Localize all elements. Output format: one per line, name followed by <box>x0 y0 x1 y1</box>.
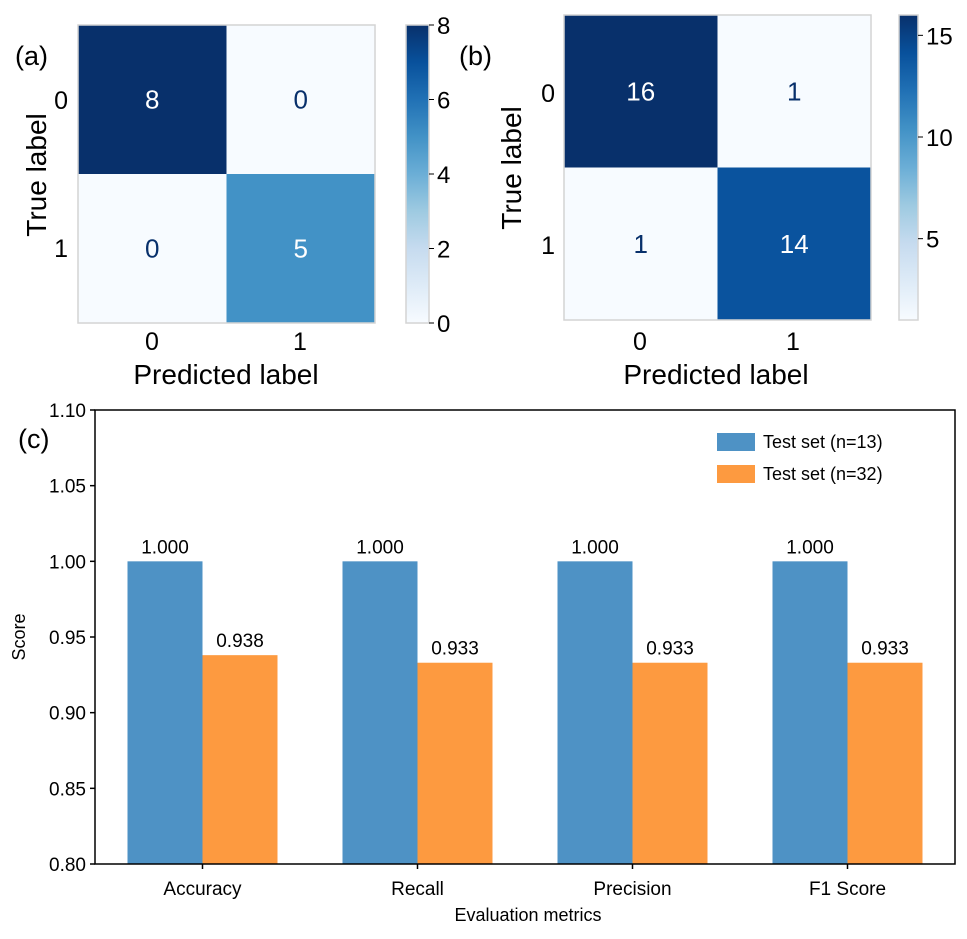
ylabel-c: Score <box>9 613 29 660</box>
cm-cell <box>226 174 375 323</box>
bar-data-label: 0.933 <box>431 639 479 660</box>
ytick-label: 0.90 <box>49 704 86 725</box>
colorbar-tick-label: 10 <box>926 125 953 152</box>
legend-label-n13: Test set (n=13) <box>763 432 883 452</box>
panel-label-c: (c) <box>18 424 49 454</box>
cm-b-cells: 16 1 1 14 <box>564 15 871 320</box>
xlabel-c: Evaluation metrics <box>454 905 601 925</box>
cm-cell-value: 1 <box>634 229 648 259</box>
panel-label-a: (a) <box>15 41 48 71</box>
xtick-b-0: 0 <box>633 328 647 356</box>
ytick-label: 0.85 <box>49 779 86 800</box>
bar-data-label: 1.000 <box>571 537 619 558</box>
cm-cell <box>564 15 718 168</box>
colorbar-tick-label: 4 <box>437 162 450 189</box>
bar-yaxis-ticks: 0.80 0.85 0.90 0.95 1.00 1.05 1.10 <box>49 401 95 876</box>
colorbar-tick-label: 15 <box>926 23 953 50</box>
legend-label-n32: Test set (n=32) <box>763 464 883 484</box>
colorbar-b <box>898 14 919 321</box>
xtick-a-0: 0 <box>145 328 159 356</box>
cm-a-cells: 8 0 0 5 <box>78 25 375 323</box>
bar <box>632 662 708 864</box>
colorbar-tick-label: 8 <box>437 13 450 40</box>
bar-data-label: 0.933 <box>861 639 909 660</box>
bar-xaxis-ticks: Accuracy Recall Precision F1 Score <box>163 864 886 900</box>
bar <box>127 561 203 864</box>
xtick-b-1: 1 <box>786 328 800 356</box>
cm-cell-value: 8 <box>145 85 159 115</box>
cm-cell <box>78 174 227 323</box>
xlabel-b: Predicted label <box>623 359 808 390</box>
bar <box>417 662 493 864</box>
cm-cell <box>717 167 871 320</box>
bar-data-label: 1.000 <box>356 537 404 558</box>
cm-cell-value: 1 <box>787 76 801 106</box>
ytick-label: 1.10 <box>49 401 86 422</box>
bar <box>202 655 278 864</box>
bar-axes-frame <box>94 409 956 865</box>
bars: 1.000 0.938 1.000 0.933 1.000 0.933 1.000 0.933 <box>127 537 923 864</box>
colorbar-tick-label: 6 <box>437 88 450 115</box>
cm-b-frame <box>563 14 872 321</box>
cm-cell-value: 16 <box>626 76 655 106</box>
cm-cell-value: 0 <box>145 234 159 264</box>
ytick-a-1: 1 <box>54 235 68 263</box>
cm-cell <box>78 25 227 174</box>
cm-cell <box>564 167 718 320</box>
ylabel-b: True label <box>496 106 527 229</box>
colorbar-tick-label: 0 <box>437 311 450 338</box>
bar-data-label: 0.938 <box>216 631 264 652</box>
ytick-label: 0.95 <box>49 628 86 649</box>
bar <box>847 662 923 864</box>
bar <box>557 561 633 864</box>
ytick-label: 0.80 <box>49 855 86 876</box>
colorbar-tick-label: 2 <box>437 237 450 264</box>
xlabel-a: Predicted label <box>133 359 318 390</box>
colorbar-tick-label: 5 <box>926 227 939 254</box>
bar-data-label: 0.933 <box>646 639 694 660</box>
colorbar-b-ticks: 5 10 15 <box>918 23 953 254</box>
xtick-label: Accuracy <box>163 879 242 900</box>
cm-a-frame <box>77 24 376 324</box>
confusion-matrix-b: (b) True label Predicted label 16 11 14 0 … <box>459 14 953 390</box>
cm-cell-value: 5 <box>294 234 308 264</box>
bar-chart-c: (c) Score Evaluation metrics 0.80 0.85 0.9… <box>9 401 956 925</box>
bar-data-label: 1.000 <box>141 537 189 558</box>
cm-cell-value: 0 <box>294 85 308 115</box>
xtick-label: Precision <box>593 879 671 900</box>
xtick-a-1: 1 <box>293 328 307 356</box>
colorbar-a-ticks: 0 2 4 6 8 <box>429 13 450 338</box>
ytick-a-0: 0 <box>54 87 68 115</box>
panel-label-b: (b) <box>459 41 492 71</box>
cm-cell <box>717 15 871 168</box>
legend-swatch-n13 <box>717 433 755 451</box>
bar <box>342 561 418 864</box>
ytick-label: 1.00 <box>49 552 86 573</box>
legend: Test set (n=13) Test set (n=32) <box>717 432 883 484</box>
ylabel-a: True label <box>21 113 52 236</box>
ytick-label: 1.05 <box>49 477 86 498</box>
cm-cell <box>226 25 375 174</box>
xtick-label: Recall <box>391 879 444 900</box>
confusion-matrix-a: (a) True label Predicted label 8 00 5 0 1 … <box>15 13 450 390</box>
legend-swatch-n32 <box>717 465 755 483</box>
bar <box>772 561 848 864</box>
xtick-label: F1 Score <box>809 879 886 900</box>
ytick-b-1: 1 <box>541 232 555 260</box>
bar-data-label: 1.000 <box>786 537 834 558</box>
ytick-b-0: 0 <box>541 80 555 108</box>
cm-cell-value: 14 <box>780 229 809 259</box>
colorbar-a <box>405 24 430 324</box>
